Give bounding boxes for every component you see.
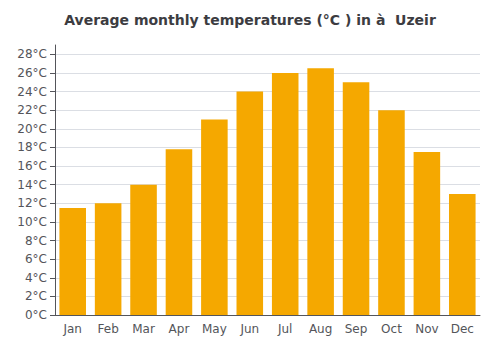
svg-text:Aug: Aug [309, 322, 332, 336]
svg-text:Average monthly temperatures (: Average monthly temperatures (°C ) in à … [64, 12, 436, 28]
svg-text:Apr: Apr [169, 322, 190, 336]
svg-text:26°C: 26°C [17, 66, 47, 80]
svg-text:0°C: 0°C [25, 308, 47, 322]
svg-text:18°C: 18°C [17, 140, 47, 154]
svg-text:8°C: 8°C [25, 234, 47, 248]
svg-text:Mar: Mar [132, 322, 155, 336]
svg-text:Jul: Jul [277, 322, 292, 336]
svg-text:May: May [202, 322, 227, 336]
svg-text:Jan: Jan [62, 322, 82, 336]
svg-text:10°C: 10°C [17, 215, 47, 229]
svg-text:Oct: Oct [381, 322, 402, 336]
svg-text:Jun: Jun [239, 322, 259, 336]
svg-text:16°C: 16°C [17, 159, 47, 173]
svg-text:6°C: 6°C [25, 252, 47, 266]
svg-text:28°C: 28°C [17, 47, 47, 61]
svg-text:4°C: 4°C [25, 271, 47, 285]
svg-text:12°C: 12°C [17, 196, 47, 210]
svg-text:Sep: Sep [345, 322, 368, 336]
svg-text:2°C: 2°C [25, 289, 47, 303]
svg-text:24°C: 24°C [17, 85, 47, 99]
svg-text:Dec: Dec [451, 322, 474, 336]
svg-text:20°C: 20°C [17, 122, 47, 136]
svg-text:Feb: Feb [98, 322, 119, 336]
svg-text:14°C: 14°C [17, 178, 47, 192]
svg-text:22°C: 22°C [17, 103, 47, 117]
svg-text:Nov: Nov [415, 322, 438, 336]
